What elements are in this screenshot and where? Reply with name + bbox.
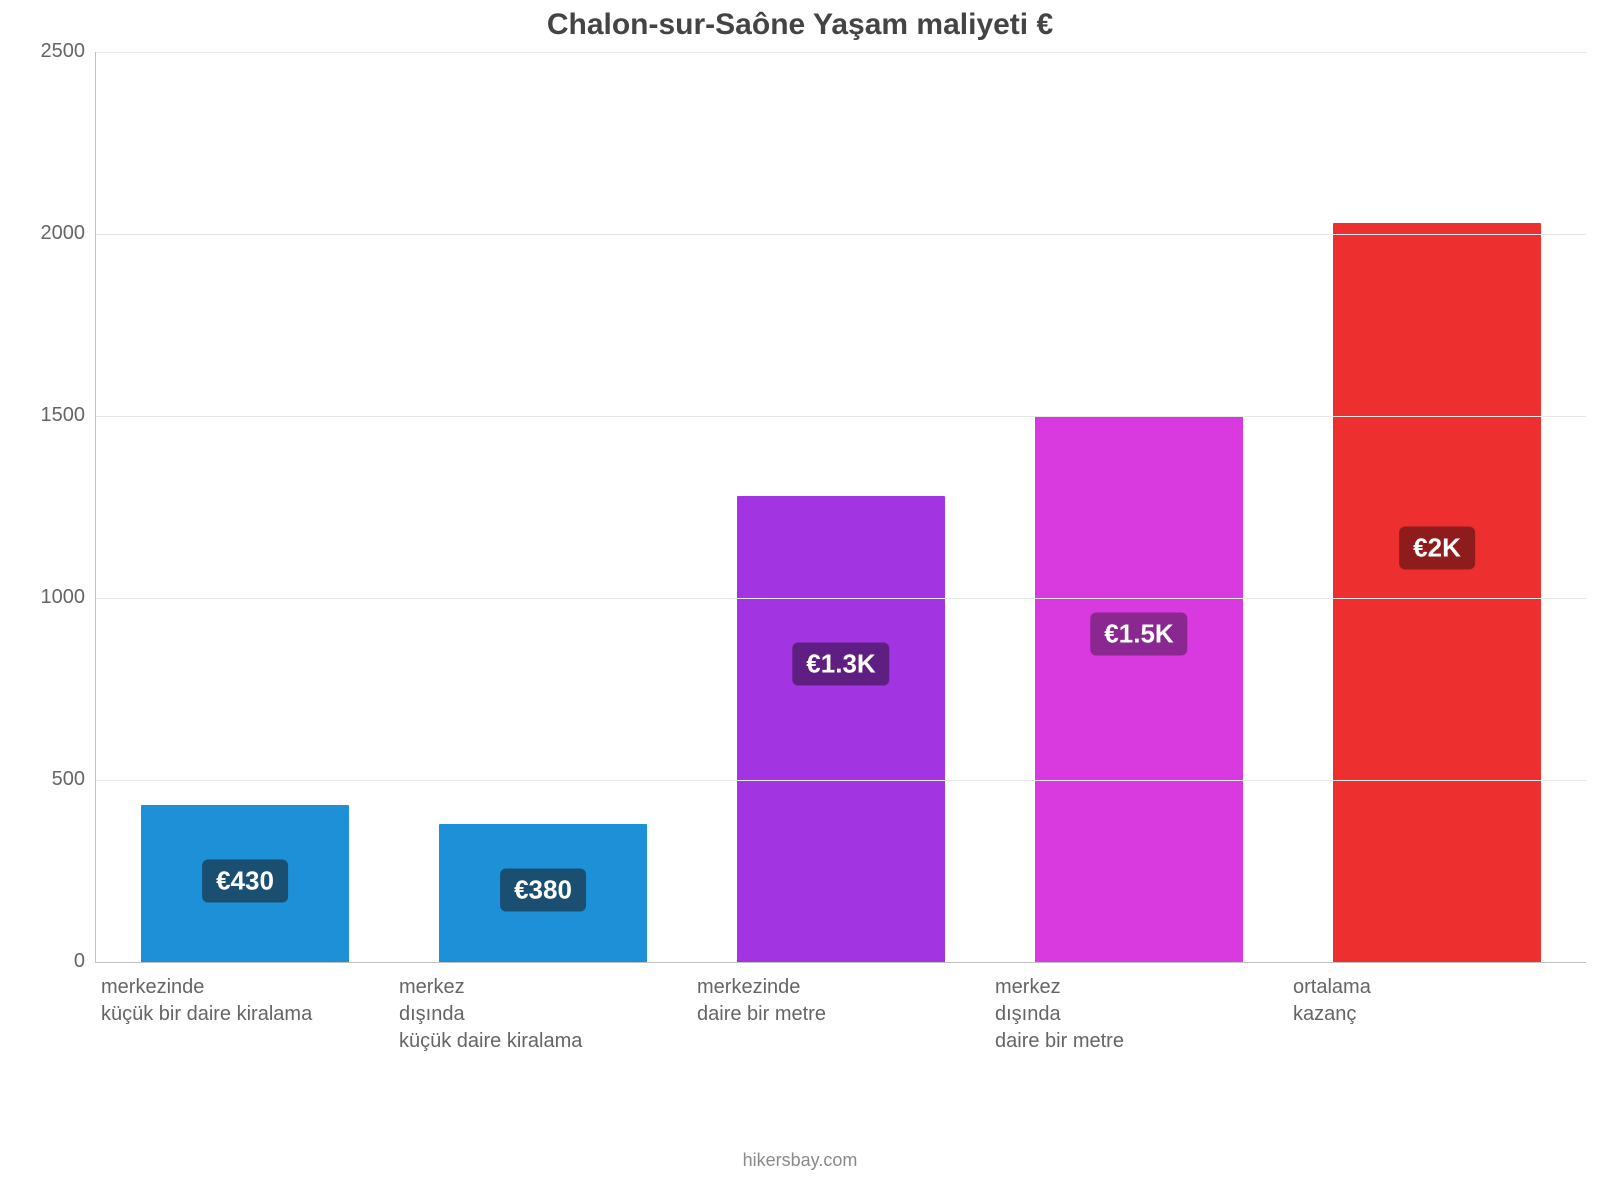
- bar-slot: €380: [394, 52, 692, 962]
- x-axis-labels: merkezinde küçük bir daire kiralamamerke…: [95, 974, 1585, 1055]
- x-tick-label: merkez dışında küçük daire kiralama: [393, 974, 691, 1055]
- bar-slot: €1.3K: [692, 52, 990, 962]
- x-tick-label: merkez dışında daire bir metre: [989, 974, 1287, 1055]
- x-tick-label: merkezinde daire bir metre: [691, 974, 989, 1055]
- bar-slot: €430: [96, 52, 394, 962]
- gridline: [96, 416, 1586, 417]
- y-tick-label: 500: [10, 768, 85, 791]
- bar-value-label: €1.3K: [792, 642, 889, 685]
- bar-value-label: €1.5K: [1090, 613, 1187, 656]
- y-tick-label: 2500: [10, 40, 85, 63]
- y-tick-label: 1500: [10, 404, 85, 427]
- gridline: [96, 234, 1586, 235]
- source-caption: hikersbay.com: [0, 1150, 1600, 1171]
- bar: €380: [439, 824, 648, 962]
- x-tick-label: ortalama kazanç: [1287, 974, 1585, 1055]
- plot-area: €430 €380 €1.3K €1.5K €2K: [95, 52, 1586, 963]
- bar-value-label: €430: [202, 859, 288, 902]
- bar-slot: €1.5K: [990, 52, 1288, 962]
- bar-slot: €2K: [1288, 52, 1586, 962]
- y-tick-label: 2000: [10, 222, 85, 245]
- chart-title: Chalon-sur-Saône Yaşam maliyeti €: [0, 8, 1600, 42]
- chart-container: Chalon-sur-Saône Yaşam maliyeti € €430 €3…: [0, 0, 1600, 1200]
- bar-value-label: €2K: [1399, 527, 1475, 570]
- bar: €1.3K: [737, 496, 946, 962]
- gridline: [96, 52, 1586, 53]
- bar: €2K: [1333, 223, 1542, 962]
- bars-row: €430 €380 €1.3K €1.5K €2K: [96, 52, 1586, 962]
- bar-value-label: €380: [500, 869, 586, 912]
- gridline: [96, 780, 1586, 781]
- x-tick-label: merkezinde küçük bir daire kiralama: [95, 974, 393, 1055]
- bar: €1.5K: [1035, 416, 1244, 962]
- y-tick-label: 0: [10, 950, 85, 973]
- y-tick-label: 1000: [10, 586, 85, 609]
- gridline: [96, 598, 1586, 599]
- bar: €430: [141, 805, 350, 962]
